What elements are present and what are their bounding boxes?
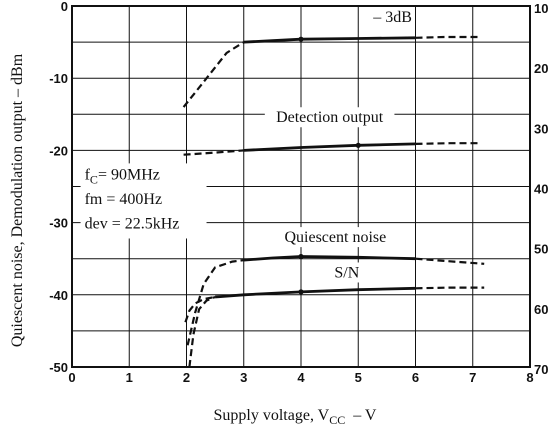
y-tick-label-right: 30 (534, 121, 548, 136)
y-tick-label-right: 60 (534, 302, 548, 317)
y-tick-label-left: -50 (49, 360, 68, 375)
condition-fc-value: = 90MHz (98, 166, 160, 183)
x-tick-label: 2 (183, 370, 190, 385)
series-line-dashed-high (415, 142, 479, 145)
series-line-dashed-low (183, 149, 244, 156)
series-line-dashed-high (415, 286, 485, 290)
x-tick-label: 4 (297, 370, 305, 385)
x-tick-label: 0 (68, 370, 75, 385)
curves (182, 35, 485, 368)
series-point (298, 36, 304, 42)
condition-fm: fm = 400Hz (85, 191, 162, 208)
series-point (298, 289, 304, 295)
y-tick-label-left: -40 (49, 288, 68, 303)
y-tick-label-left: -30 (49, 216, 68, 231)
tick-labels: 0 1 2 3 4 5 6 7 8 0 -10 -20 -30 -40 -50 10 20 30 40 50 60 70 (49, 0, 548, 385)
y-tick-label-left: 0 (61, 0, 68, 14)
curve-label: S/N (334, 264, 359, 281)
x-axis-title: Supply voltage, VCC – V (214, 407, 377, 427)
curve-label-background (264, 107, 395, 128)
series-line-solid (243, 255, 416, 262)
plot-frame (71, 5, 531, 368)
x-axis-title-main: Supply voltage, V (214, 407, 330, 424)
x-tick-label: 7 (469, 370, 476, 385)
series-line-dashed-high (415, 35, 479, 39)
x-axis-title-subscript: CC (329, 413, 345, 427)
y-tick-label-right: 50 (534, 242, 548, 257)
conditions-background (80, 163, 207, 239)
series-line-dashed-low (186, 259, 244, 346)
curve-label: Quiescent noise (284, 229, 386, 246)
y-axis-title: Quiescent noise, Demodulation output – d… (9, 53, 26, 347)
condition-fc-subscript: C (90, 172, 98, 186)
x-tick-label: 5 (355, 370, 362, 385)
x-axis-title-unit: – V (352, 407, 377, 424)
series-line-solid (243, 36, 416, 44)
curve-labels: – 3dB Detection output Quiescent noise S/N (264, 9, 412, 283)
series-line-solid (214, 286, 416, 299)
series-line-dashed-low (188, 295, 216, 368)
curve-label: – 3dB (372, 9, 412, 26)
curve-label-background (331, 262, 363, 283)
y-tick-label-right: 10 (534, 1, 548, 16)
series-line-dashed-extra (184, 295, 216, 323)
x-tick-label: 8 (526, 370, 533, 385)
series-line-dashed-high (415, 257, 485, 265)
condition-dev: dev = 22.5kHz (85, 215, 180, 232)
x-tick-label: 6 (412, 370, 419, 385)
condition-fc: fC= 90MHz (85, 166, 160, 186)
series-line-dashed-low (182, 41, 245, 108)
curve-label-background (274, 227, 397, 248)
series-point (298, 253, 304, 260)
curve-label: Detection output (276, 109, 384, 126)
series-point (355, 142, 361, 148)
x-tick-label: 3 (240, 370, 247, 385)
series-3 (188, 286, 485, 368)
series-2 (186, 253, 485, 346)
y-tick-label-right: 20 (534, 61, 548, 76)
y-tick-label-left: -10 (49, 71, 68, 86)
condition-fc-prefix: f (85, 166, 91, 183)
y-tick-label-left: -20 (49, 143, 68, 158)
series-line-solid (243, 142, 416, 152)
y-tick-label-right: 70 (534, 362, 548, 377)
series-1 (183, 142, 479, 156)
y-tick-label-right: 40 (534, 182, 548, 197)
series-0 (182, 35, 479, 108)
x-tick-label: 1 (126, 370, 133, 385)
